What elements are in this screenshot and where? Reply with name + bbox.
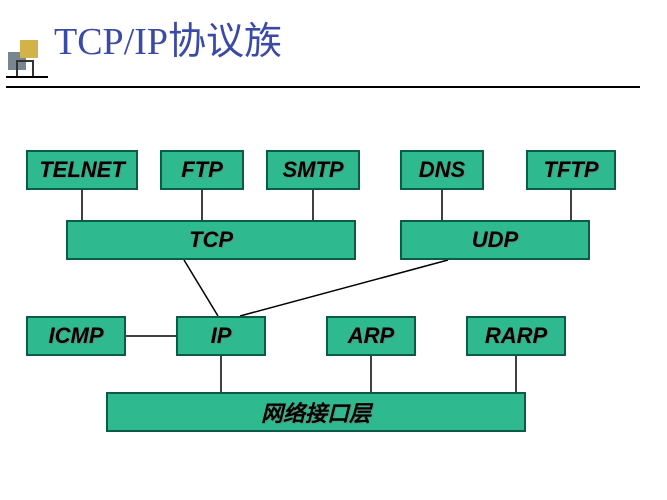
node-label: UDP <box>472 227 518 253</box>
slide-title: TCP/IP协议族 <box>54 10 282 65</box>
node-label: TELNET <box>39 157 125 183</box>
node-network-interface: 网络接口层 <box>106 392 526 432</box>
node-label: RARP <box>485 323 547 349</box>
node-label: ICMP <box>49 323 104 349</box>
node-smtp: SMTP <box>266 150 360 190</box>
node-label: FTP <box>181 157 223 183</box>
node-label: TFTP <box>544 157 599 183</box>
node-arp: ARP <box>326 316 416 356</box>
node-label: ARP <box>348 323 394 349</box>
node-ip: IP <box>176 316 266 356</box>
node-ftp: FTP <box>160 150 244 190</box>
node-telnet: TELNET <box>26 150 138 190</box>
node-rarp: RARP <box>466 316 566 356</box>
node-tftp: TFTP <box>526 150 616 190</box>
bullet-square-2 <box>20 40 38 58</box>
node-label: SMTP <box>282 157 343 183</box>
node-udp: UDP <box>400 220 590 260</box>
node-label: 网络接口层 <box>261 396 371 428</box>
node-label: TCP <box>189 227 233 253</box>
node-tcp: TCP <box>66 220 356 260</box>
title-underline-stub <box>6 76 48 78</box>
node-icmp: ICMP <box>26 316 126 356</box>
node-label: DNS <box>419 157 465 183</box>
node-label: IP <box>211 323 232 349</box>
title-underline <box>6 86 640 88</box>
node-dns: DNS <box>400 150 484 190</box>
slide: { "title": "TCP/IP协议族", "title_color": "… <box>0 0 667 500</box>
